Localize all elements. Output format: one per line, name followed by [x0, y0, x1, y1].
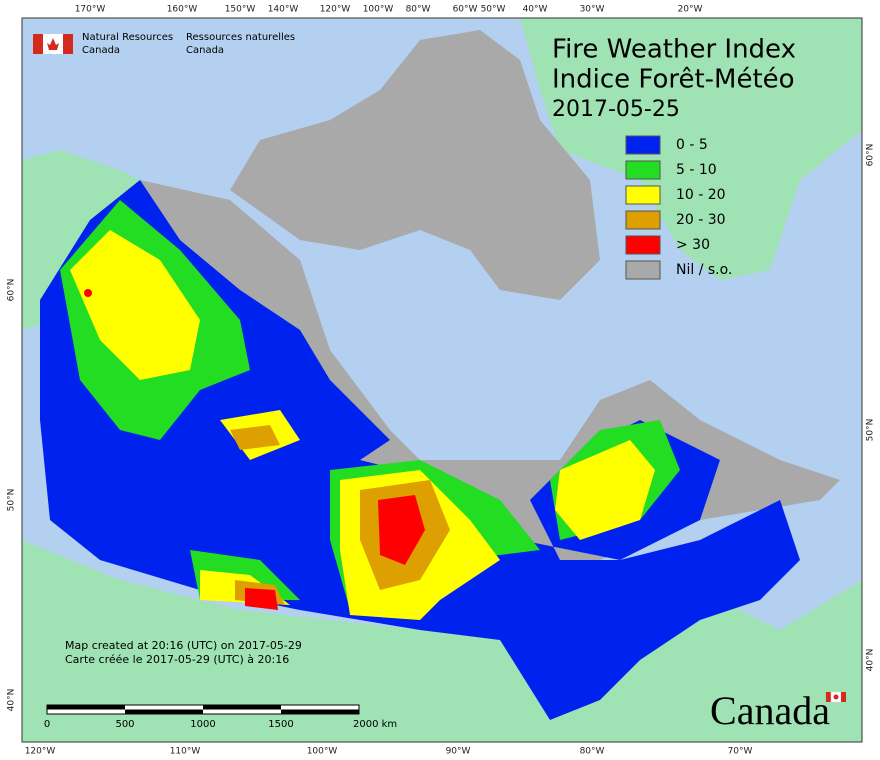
agency-en: Natural Resources: [82, 32, 173, 43]
legend: 0 - 5 5 - 10 10 - 20 20 - 30 > 30 Nil / s.o.: [625, 135, 732, 280]
title: Indice Forêt-Météo: [552, 65, 795, 95]
scale-labels: 0 500 1000 1500 2000 km: [44, 719, 397, 730]
credit: Carte créée le 2017-05-29 (UTC) à 20:16: [65, 653, 289, 666]
graticule-labels: 170°W 160°W 150°W 140°W 120°W 100°W 80°W 60°W 50…: [7, 5, 876, 757]
graticule-label: 100°W: [363, 5, 394, 15]
legend-label: 5 - 10: [676, 162, 717, 178]
legend-swatch: [625, 210, 661, 230]
graticule-label: 70°W: [728, 747, 753, 757]
scale-label: 2000 km: [353, 719, 397, 730]
graticule-label: 40°N: [7, 689, 17, 712]
graticule-label: 120°W: [320, 5, 351, 15]
agency-en: Canada: [82, 45, 120, 56]
graticule-label: 160°W: [167, 5, 198, 15]
graticule-label: 40°W: [523, 5, 548, 15]
wordmark-flag: [826, 691, 846, 703]
scale-bar: [46, 704, 360, 715]
legend-label: Nil / s.o.: [676, 262, 732, 278]
frame: [21, 17, 863, 743]
fwi-over-30: [84, 289, 425, 610]
graticule-label: 80°W: [580, 747, 605, 757]
graticule-label: 60°N: [866, 144, 876, 167]
graticule-label: 60°W: [453, 5, 478, 15]
graticule-label: 140°W: [268, 5, 299, 15]
legend-swatch: [625, 135, 661, 155]
graticule-label: 50°N: [7, 489, 17, 512]
agency-fr: Ressources naturelles: [186, 32, 295, 43]
graticule-label: 150°W: [225, 5, 256, 15]
scale-label: 0: [44, 719, 50, 730]
graticule-label: 80°W: [406, 5, 431, 15]
title: Fire Weather Index: [552, 35, 796, 65]
graticule-label: 50°W: [481, 5, 506, 15]
graticule-label: 60°N: [7, 279, 17, 302]
legend-swatch: [625, 185, 661, 205]
date: 2017-05-25: [552, 97, 680, 122]
scale-label: 1500: [268, 719, 293, 730]
canada-flag: [33, 34, 73, 54]
graticule-label: 120°W: [25, 747, 56, 757]
legend-label: 10 - 20: [676, 187, 726, 203]
legend-swatch: [625, 235, 661, 255]
graticule-label: 100°W: [307, 747, 338, 757]
agency-fr: Canada: [186, 45, 224, 56]
graticule-label: 20°W: [678, 5, 703, 15]
greenland: [520, 18, 862, 280]
legend-label: > 30: [676, 237, 710, 253]
legend-label: 0 - 5: [676, 137, 708, 153]
legend-swatch: [625, 260, 661, 280]
wordmark: Canada: [710, 688, 830, 733]
graticule-label: 50°N: [866, 419, 876, 442]
graticule-label: 40°N: [866, 649, 876, 672]
graticule-label: 90°W: [446, 747, 471, 757]
usa: [22, 540, 862, 742]
graticule-label: 170°W: [75, 5, 106, 15]
legend-swatch: [625, 160, 661, 180]
scale-label: 1000: [190, 719, 215, 730]
graticule-label: 30°W: [580, 5, 605, 15]
legend-label: 20 - 30: [676, 212, 726, 228]
scale-label: 500: [115, 719, 134, 730]
graticule-label: 110°W: [170, 747, 201, 757]
credit: Map created at 20:16 (UTC) on 2017-05-29: [65, 639, 302, 652]
